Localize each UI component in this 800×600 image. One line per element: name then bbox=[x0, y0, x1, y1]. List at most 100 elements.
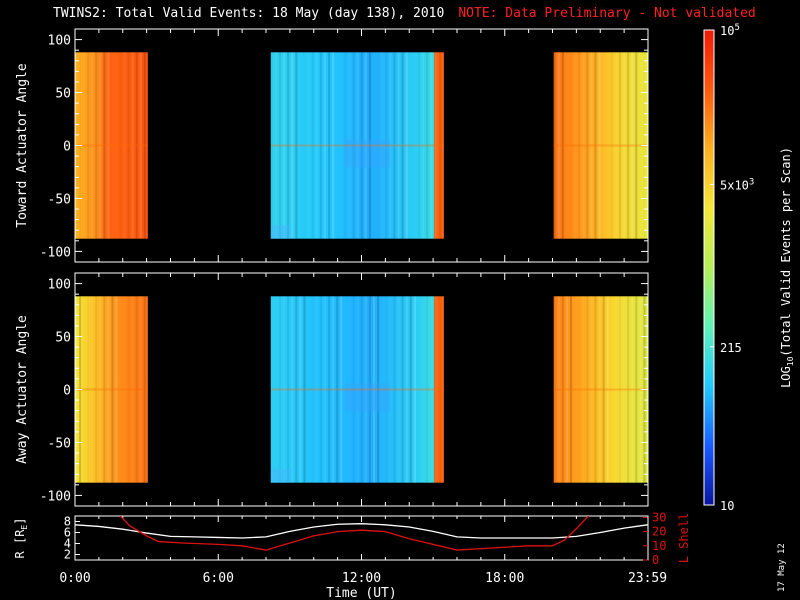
data-block bbox=[553, 52, 648, 239]
data-stripe bbox=[635, 296, 638, 483]
data-stripe bbox=[618, 52, 622, 239]
x-tick-label: 0:00 bbox=[59, 571, 90, 586]
data-stripe bbox=[135, 296, 138, 483]
data-stripe bbox=[557, 52, 560, 239]
data-stripe bbox=[87, 52, 90, 239]
data-stripe bbox=[372, 296, 376, 483]
data-stripe bbox=[439, 296, 442, 483]
title-main: TWINS2: Total Valid Events: 18 May (day … bbox=[53, 6, 445, 21]
data-stripe bbox=[594, 52, 597, 239]
data-stripe bbox=[430, 52, 433, 239]
data-stripe bbox=[283, 296, 286, 483]
x-tick-label: 6:00 bbox=[203, 571, 234, 586]
lshell-series-line bbox=[119, 516, 589, 551]
data-stripe bbox=[328, 52, 331, 239]
colorbar-tick-label: 5x103 bbox=[720, 177, 754, 192]
data-stripe bbox=[119, 52, 122, 239]
data-stripe bbox=[291, 52, 294, 239]
data-stripe bbox=[319, 52, 322, 239]
data-stripe bbox=[606, 296, 609, 483]
x-tick-label: 12:00 bbox=[342, 571, 381, 586]
data-stripe bbox=[287, 52, 290, 239]
data-stripe bbox=[135, 52, 138, 239]
chart-title: TWINS2: Total Valid Events: 18 May (day … bbox=[53, 6, 756, 22]
data-stripe bbox=[426, 52, 429, 239]
data-feature bbox=[344, 139, 391, 168]
lshell-tick-label: 10 bbox=[652, 539, 666, 553]
data-stripe bbox=[598, 52, 601, 239]
data-stripe bbox=[439, 52, 442, 239]
colorbar-tick-label: 105 bbox=[720, 23, 740, 38]
data-stripe bbox=[131, 296, 134, 483]
y-tick-label: -100 bbox=[40, 489, 71, 504]
data-stripe bbox=[405, 52, 408, 239]
data-feature bbox=[344, 383, 391, 412]
data-stripe bbox=[278, 52, 281, 239]
data-stripe bbox=[635, 52, 638, 239]
data-stripe bbox=[574, 52, 577, 239]
data-stripe bbox=[393, 296, 396, 483]
y-tick-label: 50 bbox=[55, 331, 71, 346]
data-stripe bbox=[618, 296, 622, 483]
date-stamp: 17 May 12 bbox=[777, 543, 787, 592]
data-stripe bbox=[303, 296, 306, 483]
data-stripe bbox=[270, 52, 273, 239]
y-axis-label: Toward Actuator Angle bbox=[15, 63, 30, 228]
r-series-line bbox=[75, 523, 648, 539]
x-axis-label: Time (UT) bbox=[326, 586, 396, 600]
r-tick-label: 8 bbox=[64, 515, 71, 529]
data-stripe bbox=[401, 296, 404, 483]
data-stripe bbox=[299, 296, 302, 483]
data-block bbox=[75, 296, 148, 483]
data-stripe bbox=[397, 296, 400, 483]
data-stripe bbox=[422, 52, 425, 239]
data-stripe bbox=[328, 296, 331, 483]
data-stripe bbox=[107, 296, 110, 483]
data-stripe bbox=[586, 52, 589, 239]
data-stripe bbox=[590, 296, 593, 483]
data-stripe bbox=[582, 52, 585, 239]
data-stripe bbox=[570, 296, 573, 483]
data-stripe bbox=[397, 52, 400, 239]
data-block bbox=[270, 52, 435, 239]
data-stripe bbox=[323, 296, 326, 483]
data-block bbox=[434, 52, 444, 239]
data-feature bbox=[270, 468, 291, 483]
r-tick-label: 6 bbox=[64, 526, 71, 540]
colorbar-scale bbox=[703, 29, 715, 506]
orbit-frame bbox=[74, 515, 649, 561]
data-stripe bbox=[332, 52, 335, 239]
data-stripe bbox=[332, 296, 335, 483]
away-panel: 100 50 0 -50 -100 Away Actuator Angle bbox=[15, 272, 649, 507]
data-stripe bbox=[127, 296, 130, 483]
data-stripe bbox=[623, 52, 626, 239]
colorbar-tick-label: 215 bbox=[720, 341, 742, 355]
data-stripe bbox=[623, 296, 626, 483]
data-stripe bbox=[336, 296, 339, 483]
data-stripe bbox=[103, 52, 106, 239]
data-stripe bbox=[594, 296, 597, 483]
data-stripe bbox=[307, 52, 310, 239]
y-tick-label: -100 bbox=[40, 245, 71, 260]
data-stripe bbox=[561, 296, 564, 483]
colorbar-label: LOG10(Total Valid Events per Scan) bbox=[779, 147, 795, 388]
data-stripe bbox=[295, 296, 298, 483]
data-stripe bbox=[287, 296, 290, 483]
data-stripe bbox=[295, 52, 298, 239]
y-tick-label: -50 bbox=[48, 192, 71, 207]
data-stripe bbox=[99, 52, 102, 239]
y-tick-label: 0 bbox=[63, 140, 71, 155]
data-stripe bbox=[356, 52, 359, 239]
data-stripe bbox=[590, 52, 593, 239]
data-stripe bbox=[131, 52, 134, 239]
data-stripe bbox=[553, 52, 556, 239]
r-tick-label: 4 bbox=[64, 537, 71, 551]
data-stripe bbox=[586, 296, 589, 483]
colorbar: 10 215 5x103 105 LOG10(Total Valid Events pe… bbox=[703, 23, 795, 513]
data-stripe bbox=[557, 296, 560, 483]
data-stripe bbox=[139, 296, 142, 483]
data-stripe bbox=[627, 52, 630, 239]
data-stripe bbox=[413, 296, 416, 483]
data-stripe bbox=[417, 52, 421, 239]
